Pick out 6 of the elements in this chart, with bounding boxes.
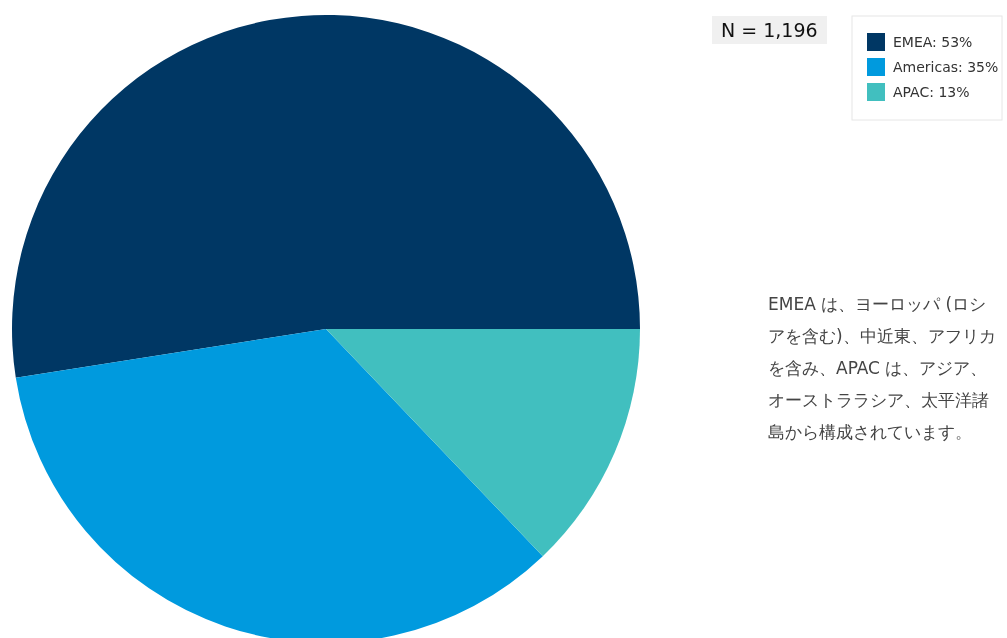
- legend-label: Americas: 35%: [893, 59, 999, 75]
- legend-label: APAC: 13%: [893, 84, 970, 100]
- legend-label: EMEA: 53%: [893, 34, 973, 50]
- legend: EMEA: 53% Americas: 35% APAC: 13%: [851, 15, 1003, 121]
- text: N = 1,196: [712, 16, 827, 44]
- text: EMEA は、ヨーロッパ (ロシアを含む)、中近東、アフリカを含み、APAC は、アジア、オーストララシア、太平洋諸島から構成されています。: [768, 293, 997, 444]
